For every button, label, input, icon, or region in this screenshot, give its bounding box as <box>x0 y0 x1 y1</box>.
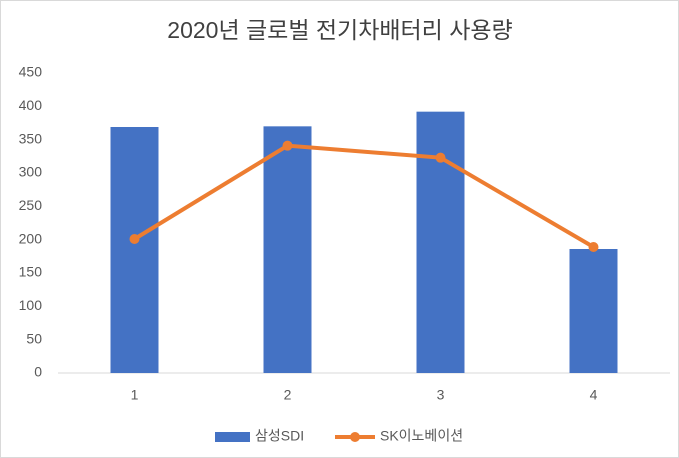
chart-title: 2020년 글로벌 전기차배터리 사용량 <box>167 17 512 43</box>
y-tick-label: 350 <box>19 130 43 146</box>
x-tick-label: 1 <box>131 387 139 403</box>
y-tick-label: 250 <box>19 197 43 213</box>
x-tick-label: 2 <box>284 387 292 403</box>
y-tick-label: 50 <box>26 330 42 346</box>
line <box>133 143 595 249</box>
legend-swatch <box>215 432 250 442</box>
legend-label: 삼성SDI <box>255 428 304 444</box>
y-tick-label: 150 <box>19 264 43 280</box>
y-tick-label: 450 <box>19 64 43 80</box>
bar <box>416 111 465 374</box>
y-tick-label: 0 <box>34 364 42 380</box>
point <box>129 234 140 244</box>
bar <box>110 127 159 373</box>
y-tick-label: 300 <box>19 164 43 180</box>
x-tick-label: 3 <box>437 387 445 403</box>
y-tick-label: 200 <box>19 230 43 246</box>
x-tick-label: 4 <box>590 387 598 403</box>
legend-swatch-marker <box>350 432 360 442</box>
legend-label: SK이노베이션 <box>380 428 463 444</box>
y-tick-label: 400 <box>19 97 43 113</box>
point <box>435 152 446 163</box>
point <box>282 140 293 151</box>
bar <box>569 249 618 373</box>
y-tick-label: 100 <box>19 297 43 313</box>
point <box>588 242 599 252</box>
bar <box>263 126 312 373</box>
